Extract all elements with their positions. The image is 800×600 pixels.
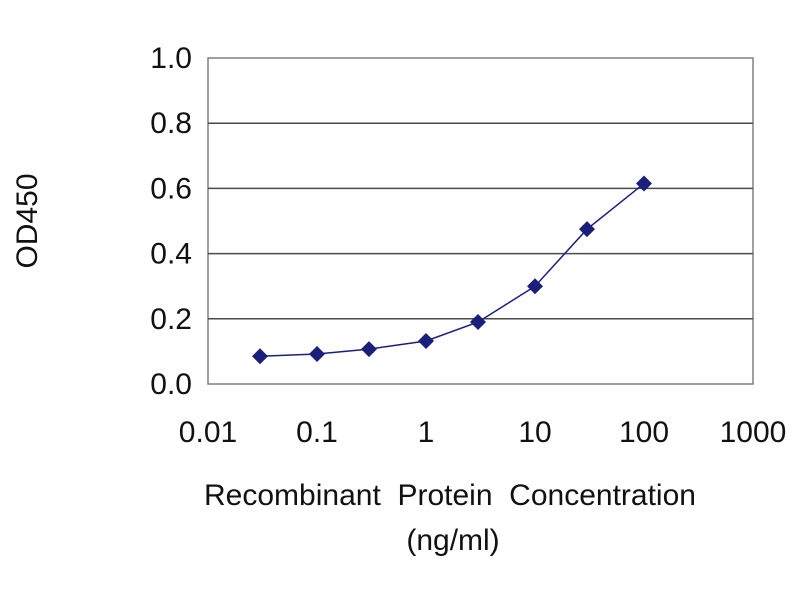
data-point bbox=[418, 332, 434, 349]
y-axis-ticks: 0.0 0.2 0.4 0.6 0.8 1.0 bbox=[150, 42, 192, 401]
data-point bbox=[470, 314, 487, 331]
data-point bbox=[252, 348, 269, 365]
plot-area bbox=[207, 57, 754, 385]
series-line bbox=[259, 182, 645, 358]
x-tick-label: 10 bbox=[518, 416, 551, 449]
x-tick-label: 0.01 bbox=[179, 416, 237, 449]
y-tick-label: 0.6 bbox=[150, 172, 192, 205]
x-tick-label: 1000 bbox=[720, 416, 787, 449]
data-point bbox=[309, 346, 325, 363]
x-axis-title-line1: Recombinant Protein Concentration bbox=[204, 479, 696, 512]
series-markers bbox=[252, 175, 652, 365]
data-point bbox=[636, 175, 652, 192]
x-tick-label: 1 bbox=[418, 416, 435, 449]
data-point bbox=[361, 341, 378, 358]
data-point bbox=[579, 221, 596, 238]
y-tick-label: 0.4 bbox=[150, 238, 192, 271]
x-axis-ticks: 0.01 0.1 1 10 100 1000 bbox=[179, 416, 787, 449]
y-tick-label: 0.0 bbox=[150, 368, 192, 401]
data-point bbox=[527, 278, 543, 295]
x-tick-label: 100 bbox=[619, 416, 669, 449]
y-tick-label: 0.8 bbox=[150, 107, 192, 140]
x-tick-label: 0.1 bbox=[296, 416, 338, 449]
y-tick-label: 1.0 bbox=[150, 42, 192, 75]
y-axis-title: OD450 bbox=[11, 173, 44, 268]
x-axis-title-line2: (ng/ml) bbox=[406, 524, 499, 557]
y-tick-label: 0.2 bbox=[150, 303, 192, 336]
